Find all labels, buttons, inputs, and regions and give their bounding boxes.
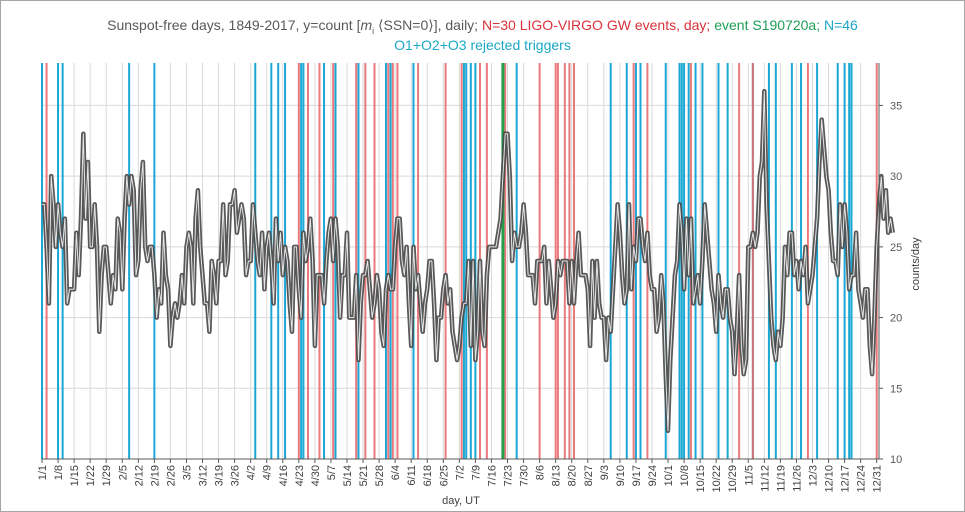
x-tick-label: 7/16 xyxy=(486,465,498,486)
gw-event-lines xyxy=(45,63,878,459)
x-tick-label: 7/2 xyxy=(454,465,466,480)
x-tick-label: 1/29 xyxy=(101,465,113,486)
x-tick-label: 2/12 xyxy=(133,465,145,486)
x-tick-label: 12/24 xyxy=(856,465,868,493)
x-tick-label: 4/30 xyxy=(310,465,322,486)
y-tick-label: 15 xyxy=(890,383,902,395)
x-tick-label: 2/5 xyxy=(117,465,129,480)
x-axis-label: day, UT xyxy=(442,495,480,507)
x-tick-label: 4/23 xyxy=(294,465,306,486)
x-tick-label: 9/10 xyxy=(615,465,627,486)
x-tick-label: 5/28 xyxy=(374,465,386,486)
title-gw-label: N=30 LIGO-VIRGO GW events, day; xyxy=(481,17,711,33)
x-tick-label: 10/29 xyxy=(727,465,739,493)
y-axis-label: counts/day xyxy=(910,237,922,291)
x-tick-label: 9/3 xyxy=(599,465,611,480)
axes: 10 15 20 25 30 35 1/1 1/8 1/15 1/22 1/29 2/5 2/12 2/1… xyxy=(37,63,902,493)
x-tick-label: 1/22 xyxy=(85,465,97,486)
x-tick-label: 12/31 xyxy=(872,465,884,493)
title-event-label: event S190720a; xyxy=(710,17,821,33)
x-tick-label: 10/8 xyxy=(679,465,691,486)
x-tick-label: 11/5 xyxy=(743,465,755,486)
x-tick-label: 10/1 xyxy=(663,465,675,486)
x-tick-label: 2/26 xyxy=(165,465,177,486)
x-tick-label: 1/1 xyxy=(37,465,49,480)
x-tick-label: 2/19 xyxy=(149,465,161,486)
x-tick-label: 8/20 xyxy=(567,465,579,486)
x-tick-label: 10/22 xyxy=(711,465,723,493)
chart-title-line-2: O1+O2+O3 rejected triggers xyxy=(394,37,571,53)
x-tick-label: 9/24 xyxy=(647,465,659,486)
x-tick-label: 11/26 xyxy=(791,465,803,492)
x-tick-label: 8/27 xyxy=(583,465,595,486)
x-tick-label: 11/19 xyxy=(775,465,787,492)
x-tick-label: 7/9 xyxy=(470,465,482,480)
y-tick-label: 10 xyxy=(890,454,902,466)
title-text-1: Sunspot-free days, 1849-2017, y=count [ xyxy=(107,17,361,33)
x-tick-label: 12/10 xyxy=(824,465,836,493)
title-mi: m xyxy=(360,17,373,33)
x-tick-label: 6/11 xyxy=(406,465,418,486)
y-tick-label: 35 xyxy=(890,100,902,112)
x-tick-label: 12/17 xyxy=(840,465,852,493)
series xyxy=(42,89,896,433)
y-tick-label: 20 xyxy=(890,313,902,325)
title-rejected-label: N=46 xyxy=(820,17,858,33)
x-tick-label: 5/7 xyxy=(326,465,338,480)
series-line-inner xyxy=(42,90,894,432)
x-tick-label: 8/6 xyxy=(535,465,547,480)
x-tick-label: 5/14 xyxy=(342,465,354,486)
x-tick-label: 7/23 xyxy=(503,465,515,486)
x-tick-label: 6/25 xyxy=(438,465,450,486)
x-tick-label: 1/15 xyxy=(69,465,81,486)
x-tick-label: 3/5 xyxy=(181,465,193,480)
x-tick-label: 3/12 xyxy=(198,465,210,486)
x-tick-label: 1/8 xyxy=(53,465,65,480)
x-tick-label: 3/19 xyxy=(214,465,226,486)
x-tick-label: 12/3 xyxy=(807,465,819,486)
x-tick-label: 6/18 xyxy=(422,465,434,486)
x-tick-label: 10/15 xyxy=(695,465,707,493)
title-text-2: ⟨SSN=0⟩], daily; xyxy=(374,17,482,33)
title-mi-sub: i xyxy=(372,25,375,36)
y-tick-label: 25 xyxy=(890,242,902,254)
x-tick-label: 8/13 xyxy=(551,465,563,486)
y-tick-label: 30 xyxy=(890,171,902,183)
chart-title: Sunspot-free days, 1849-2017, y=count [m… xyxy=(0,17,965,36)
x-tick-label: 5/21 xyxy=(358,465,370,486)
x-tick-label: 6/4 xyxy=(390,465,402,480)
x-tick-label: 11/12 xyxy=(759,465,771,492)
x-tick-label: 3/26 xyxy=(230,465,242,486)
x-tick-label: 4/9 xyxy=(262,465,274,480)
x-tick-label: 4/16 xyxy=(278,465,290,486)
x-tick-label: 9/17 xyxy=(631,465,643,486)
x-tick-label: 7/30 xyxy=(519,465,531,486)
x-tick-label: 4/2 xyxy=(246,465,258,480)
